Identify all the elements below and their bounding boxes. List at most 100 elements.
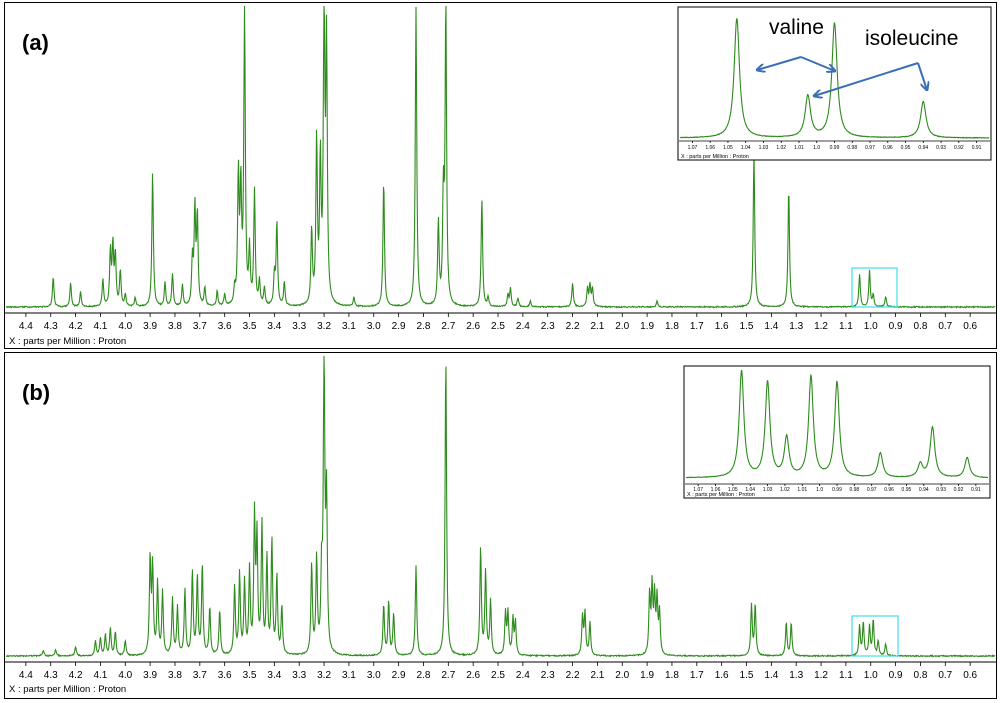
panel-b-x-tick-label: 1.0 <box>864 670 878 681</box>
panel-b: (b) 4.4 4.3 4.2 4.1 4.0 3.9 3.8 3.7 3.6 3.5 3.4 3.3… <box>5 353 997 699</box>
panel-a-x-tick-label: 2.4 <box>516 321 530 332</box>
panel-b-inset-x-tick-label: 0.93 <box>936 487 946 493</box>
panel-a-inset-x-tick-label: 1.06 <box>705 145 715 151</box>
panel-b-x-tick-label: 0.8 <box>913 670 927 681</box>
panel-b-x-tick-label: 3.2 <box>317 670 331 681</box>
panel-a-inset-x-tick-label: 1.07 <box>688 145 698 151</box>
panel-b-x-tick-label: 0.7 <box>938 670 952 681</box>
panel-b-label: (b) <box>22 380 50 405</box>
panel-a-x-tick-label: 2.0 <box>615 321 629 332</box>
panel-b-x-tick-label: 0.6 <box>963 670 977 681</box>
panel-a-inset-x-tick-label: 1.01 <box>794 145 804 151</box>
panel-a-x-tick-label: 3.9 <box>143 321 157 332</box>
panel-a-x-axis-title: X : parts per Million : Proton <box>9 336 126 347</box>
panel-b-inset-x-tick-label: 0.95 <box>902 487 912 493</box>
panel-a: (a) 4.4 4.3 4.2 4.1 4.0 3.9 3.8 3.7 3.6 3.5 3.4 3.3… <box>5 3 997 349</box>
panel-a-x-tick-label: 1.6 <box>715 321 729 332</box>
panel-a-x-tick-label: 1.9 <box>640 321 654 332</box>
panel-a-x-tick-label: 0.9 <box>889 321 903 332</box>
panel-b-x-tick-label: 1.2 <box>814 670 828 681</box>
panel-a-inset-x-tick-label: 0.99 <box>830 145 840 151</box>
panel-a-x-tick-label: 3.7 <box>193 321 207 332</box>
panel-b-inset-x-tick-label: 0.99 <box>832 487 842 493</box>
panel-a-x-tick-label: 3.5 <box>243 321 257 332</box>
panel-b-x-tick-label: 2.6 <box>466 670 480 681</box>
panel-a-x-tick-label: 4.0 <box>118 321 132 332</box>
panel-a-x-tick-label: 1.8 <box>665 321 679 332</box>
panel-a-x-tick-label: 4.2 <box>69 321 83 332</box>
panel-b-inset-x-tick-label: 0.92 <box>954 487 964 493</box>
panel-a-x-tick-label: 3.8 <box>168 321 182 332</box>
panel-a-inset: 1.07 1.06 1.05 1.04 1.03 1.02 1.01 1.0 0.99 0.98 0… <box>678 7 991 160</box>
panel-b-x-tick-label: 2.1 <box>590 670 604 681</box>
panel-a-inset-x-tick-label: 0.91 <box>972 145 982 151</box>
panel-b-x-axis-title: X : parts per Million : Proton <box>9 684 126 695</box>
panel-a-x-tick-label: 3.3 <box>292 321 306 332</box>
panel-b-x-ticks: 4.4 4.3 4.2 4.1 4.0 3.9 3.8 3.7 3.6 3.5 3.4 3.3 3.2 3… <box>19 662 978 681</box>
panel-b-inset-x-tick-label: 1.01 <box>797 487 807 493</box>
panel-a-x-tick-label: 2.5 <box>491 321 505 332</box>
panel-a-x-tick-label: 2.6 <box>466 321 480 332</box>
panel-b-x-tick-label: 1.7 <box>690 670 704 681</box>
panel-b-x-tick-label: 0.9 <box>889 670 903 681</box>
panel-b-x-tick-label: 3.5 <box>243 670 257 681</box>
panel-b-x-tick-label: 1.9 <box>640 670 654 681</box>
panel-b-x-tick-label: 4.3 <box>44 670 58 681</box>
panel-b-x-tick-label: 1.4 <box>764 670 778 681</box>
panel-a-x-tick-label: 3.1 <box>342 321 356 332</box>
panel-b-inset-x-tick-label: 0.94 <box>919 487 929 493</box>
panel-a-inset-x-tick-label: 1.04 <box>741 145 751 151</box>
panel-a-inset-x-tick-label: 0.96 <box>883 145 893 151</box>
panel-b-x-tick-label: 2.3 <box>541 670 555 681</box>
panel-b-x-tick-label: 1.8 <box>665 670 679 681</box>
panel-a-x-tick-label: 0.6 <box>963 321 977 332</box>
panel-b-x-tick-label: 3.1 <box>342 670 356 681</box>
panel-a-inset-x-tick-label: 0.98 <box>847 145 857 151</box>
panel-b-inset-x-tick-label: 0.91 <box>971 487 981 493</box>
panel-b-x-tick-label: 2.9 <box>392 670 406 681</box>
panel-b-inset-x-tick-label: 1.02 <box>780 487 790 493</box>
panel-b-x-tick-label: 1.5 <box>740 670 754 681</box>
panel-a-x-tick-label: 1.1 <box>839 321 853 332</box>
panel-a-x-tick-label: 1.2 <box>814 321 828 332</box>
panel-b-x-tick-label: 1.1 <box>839 670 853 681</box>
panel-a-inset-x-tick-label: 1.0 <box>813 145 820 151</box>
valine-annotation: valine <box>769 16 824 39</box>
panel-a-x-tick-label: 1.3 <box>789 321 803 332</box>
panel-a-inset-x-tick-label: 0.97 <box>865 145 875 151</box>
panel-a-inset-x-tick-label: 1.05 <box>723 145 733 151</box>
panel-a-x-tick-label: 0.7 <box>938 321 952 332</box>
panel-b-x-tick-label: 4.4 <box>19 670 33 681</box>
panel-a-x-tick-label: 0.8 <box>913 321 927 332</box>
panel-a-inset-x-tick-label: 0.92 <box>954 145 964 151</box>
panel-b-x-tick-label: 3.3 <box>292 670 306 681</box>
panel-b-inset-x-tick-label: 1.03 <box>763 487 773 493</box>
panel-a-inset-x-tick-label: 0.94 <box>918 145 928 151</box>
panel-a-inset-x-tick-label: 0.95 <box>901 145 911 151</box>
panel-a-x-tick-label: 3.4 <box>267 321 281 332</box>
panel-b-inset-x-tick-label: 0.97 <box>867 487 877 493</box>
panel-b-inset-x-axis-title: X : parts per Million : Proton <box>687 492 755 498</box>
panel-b-x-tick-label: 4.1 <box>93 670 107 681</box>
panel-a-inset-x-tick-label: 0.93 <box>936 145 946 151</box>
panel-b-x-tick-label: 4.0 <box>118 670 132 681</box>
panel-b-inset-x-tick-label: 0.96 <box>884 487 894 493</box>
panel-a-x-tick-label: 2.7 <box>441 321 455 332</box>
panel-b-x-tick-label: 3.9 <box>143 670 157 681</box>
panel-a-x-tick-label: 3.2 <box>317 321 331 332</box>
isoleucine-annotation: isoleucine <box>865 27 958 50</box>
panel-b-x-tick-label: 2.2 <box>566 670 580 681</box>
panel-b-x-tick-label: 2.7 <box>441 670 455 681</box>
panel-b-x-tick-label: 2.8 <box>417 670 431 681</box>
panel-b-x-tick-label: 3.4 <box>267 670 281 681</box>
panel-b-x-tick-label: 3.0 <box>367 670 381 681</box>
panel-b-x-tick-label: 3.7 <box>193 670 207 681</box>
panel-b-x-tick-label: 3.8 <box>168 670 182 681</box>
panel-a-x-tick-label: 4.1 <box>93 321 107 332</box>
panel-b-inset-x-tick-label: 0.98 <box>849 487 859 493</box>
panel-a-x-tick-label: 2.8 <box>417 321 431 332</box>
panel-a-x-ticks: 4.4 4.3 4.2 4.1 4.0 3.9 3.8 3.7 3.6 3.5 3.4 3.3 3.2 3… <box>19 313 978 332</box>
panel-b-x-tick-label: 1.6 <box>715 670 729 681</box>
panel-a-x-tick-label: 2.9 <box>392 321 406 332</box>
